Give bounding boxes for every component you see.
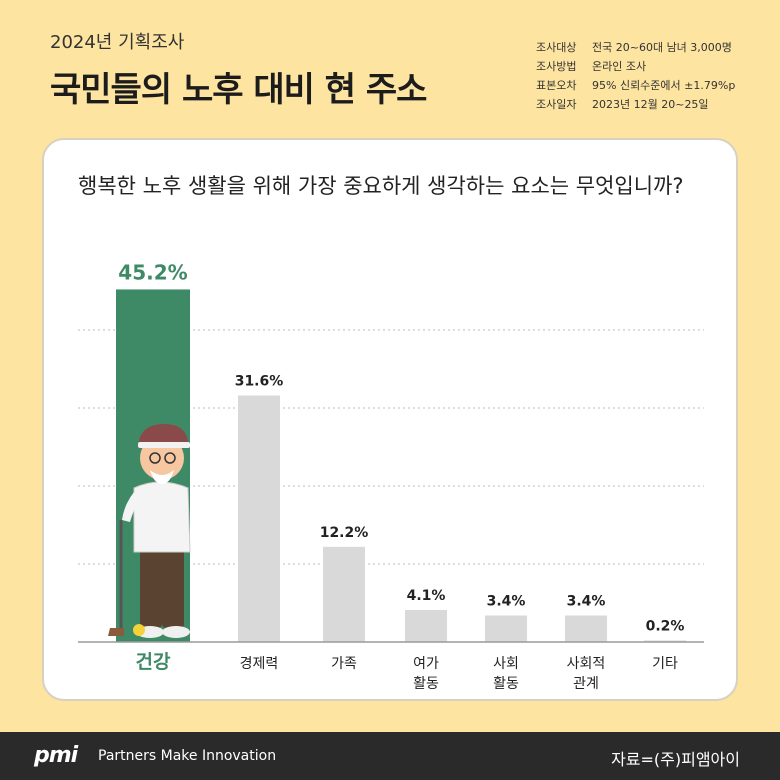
survey-info: 조사대상 전국 20~60대 남녀 3,000명 조사방법 온라인 조사 표본오… xyxy=(536,38,735,114)
survey-info-row: 표본오차 95% 신뢰수준에서 ±1.79%p xyxy=(536,76,735,95)
category-label: 기타 xyxy=(652,656,678,672)
bar xyxy=(485,615,527,642)
category-label: 여가 활동 xyxy=(413,656,439,692)
survey-info-key: 조사일자 xyxy=(536,98,577,111)
bar xyxy=(323,546,365,642)
bar xyxy=(238,395,280,642)
category-label: 건강 xyxy=(136,651,171,673)
survey-info-key: 조사방법 xyxy=(536,60,577,73)
survey-info-value: 전국 20~60대 남녀 3,000명 xyxy=(592,41,732,54)
bar-value-label: 3.4% xyxy=(567,593,606,609)
bar xyxy=(405,610,447,642)
bar-value-label: 45.2% xyxy=(118,260,187,284)
survey-info-value: 2023년 12월 20~25일 xyxy=(592,98,709,111)
bar xyxy=(565,615,607,642)
survey-question: 행복한 노후 생활을 위해 가장 중요하게 생각하는 요소는 무엇입니까? xyxy=(78,174,684,198)
bar xyxy=(644,640,686,642)
category-label: 경제력 xyxy=(240,656,279,672)
pmi-logo: pmi xyxy=(34,743,78,768)
bar-value-label: 12.2% xyxy=(320,525,369,541)
survey-info-key: 표본오차 xyxy=(536,79,577,92)
category-label: 사회 활동 xyxy=(493,656,519,692)
footer-tagline: Partners Make Innovation xyxy=(98,748,277,764)
survey-info-row: 조사대상 전국 20~60대 남녀 3,000명 xyxy=(536,38,735,57)
survey-info-value: 온라인 조사 xyxy=(592,60,647,73)
survey-info-value: 95% 신뢰수준에서 ±1.79%p xyxy=(592,79,736,92)
footer: pmi Partners Make Innovation 자료=(주)피앰아이 xyxy=(0,732,780,780)
bar-value-label: 0.2% xyxy=(646,618,685,634)
survey-info-key: 조사대상 xyxy=(536,41,577,54)
subtitle: 2024년 기획조사 xyxy=(50,32,185,53)
page-title: 국민들의 노후 대비 현 주소 xyxy=(50,70,427,110)
survey-info-row: 조사일자 2023년 12월 20~25일 xyxy=(536,95,735,114)
bar-value-label: 4.1% xyxy=(407,588,446,604)
source-credit: 자료=(주)피앰아이 xyxy=(611,750,740,769)
category-label: 가족 xyxy=(331,656,357,672)
category-label: 사회적 관계 xyxy=(567,656,606,692)
bar-value-label: 31.6% xyxy=(235,374,284,390)
elderly-golfer-illustration xyxy=(108,424,191,638)
survey-info-row: 조사방법 온라인 조사 xyxy=(536,57,735,76)
bar-value-label: 3.4% xyxy=(487,593,526,609)
